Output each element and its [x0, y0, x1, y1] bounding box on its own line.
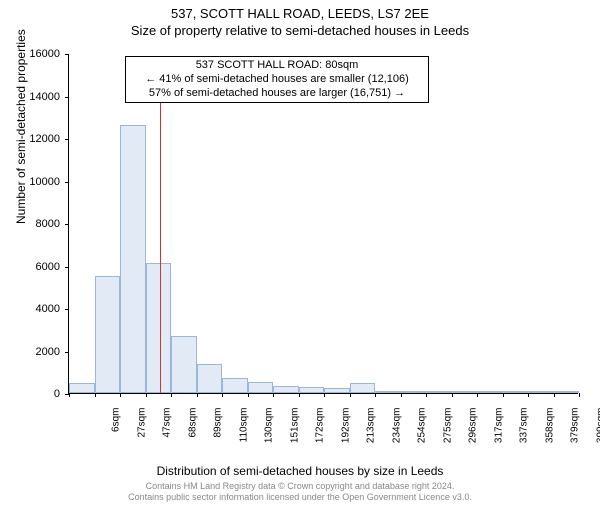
x-tick-mark: [95, 393, 96, 397]
x-axis-label: Distribution of semi-detached houses by …: [0, 464, 600, 478]
histogram-bar: [350, 383, 376, 393]
x-tick-mark: [350, 393, 351, 397]
x-tick-mark: [375, 393, 376, 397]
histogram-bar: [324, 388, 350, 393]
y-tick-mark: [65, 97, 69, 98]
reference-line: [160, 91, 161, 393]
x-tick-mark: [452, 393, 453, 397]
x-tick-mark: [426, 393, 427, 397]
histogram-bar: [554, 391, 580, 393]
y-tick-mark: [65, 224, 69, 225]
histogram-bar: [222, 378, 248, 393]
x-tick-label: 254sqm: [417, 408, 428, 458]
footer-line-2: Contains public sector information licen…: [0, 492, 600, 503]
chart-area: [68, 54, 578, 414]
y-tick-mark: [65, 54, 69, 55]
callout-line-1: 537 SCOTT HALL ROAD: 80sqm: [132, 59, 422, 73]
histogram-bar: [120, 125, 146, 393]
x-tick-mark: [579, 393, 580, 397]
y-tick-label: 6000: [0, 261, 60, 273]
x-tick-label: 337sqm: [519, 408, 530, 458]
y-tick-mark: [65, 352, 69, 353]
y-tick-mark: [65, 309, 69, 310]
x-tick-label: 317sqm: [493, 408, 504, 458]
callout-line-3: 57% of semi-detached houses are larger (…: [132, 87, 422, 101]
y-tick-mark: [65, 139, 69, 140]
y-tick-label: 16000: [0, 48, 60, 60]
histogram-bar: [426, 391, 452, 393]
x-tick-label: 130sqm: [264, 408, 275, 458]
x-tick-label: 213sqm: [366, 408, 377, 458]
y-tick-mark: [65, 267, 69, 268]
x-tick-label: 399sqm: [595, 408, 600, 458]
histogram-bar: [171, 336, 197, 393]
histogram-bar: [248, 382, 274, 393]
x-tick-label: 6sqm: [111, 408, 122, 458]
x-tick-mark: [120, 393, 121, 397]
y-tick-label: 8000: [0, 218, 60, 230]
y-tick-label: 2000: [0, 346, 60, 358]
x-tick-label: 47sqm: [162, 408, 173, 458]
x-tick-mark: [528, 393, 529, 397]
x-tick-mark: [554, 393, 555, 397]
histogram-bar: [477, 391, 503, 393]
x-tick-label: 379sqm: [570, 408, 581, 458]
histogram-bar: [452, 391, 478, 393]
x-tick-label: 358sqm: [544, 408, 555, 458]
callout-box: 537 SCOTT HALL ROAD: 80sqm← 41% of semi-…: [125, 56, 429, 103]
x-tick-label: 172sqm: [315, 408, 326, 458]
page-subtitle: Size of property relative to semi-detach…: [0, 23, 600, 38]
callout-line-2: ← 41% of semi-detached houses are smalle…: [132, 73, 422, 87]
histogram-bar: [528, 391, 554, 393]
histogram-bar: [299, 387, 325, 393]
histogram-bar: [146, 263, 172, 393]
y-tick-mark: [65, 182, 69, 183]
page-title: 537, SCOTT HALL ROAD, LEEDS, LS7 2EE: [0, 6, 600, 21]
x-tick-label: 27sqm: [136, 408, 147, 458]
histogram-bar: [273, 386, 299, 393]
x-tick-mark: [146, 393, 147, 397]
y-tick-label: 12000: [0, 133, 60, 145]
histogram-bar: [95, 276, 121, 393]
x-tick-mark: [401, 393, 402, 397]
y-tick-label: 10000: [0, 176, 60, 188]
plot-region: [68, 54, 578, 394]
x-tick-mark: [197, 393, 198, 397]
histogram-bar: [197, 364, 223, 393]
x-tick-label: 296sqm: [468, 408, 479, 458]
x-tick-mark: [273, 393, 274, 397]
x-tick-mark: [69, 393, 70, 397]
x-tick-mark: [222, 393, 223, 397]
x-tick-label: 234sqm: [391, 408, 402, 458]
y-tick-label: 14000: [0, 91, 60, 103]
footer-line-1: Contains HM Land Registry data © Crown c…: [0, 481, 600, 492]
y-tick-label: 4000: [0, 303, 60, 315]
x-tick-label: 151sqm: [289, 408, 300, 458]
x-tick-label: 275sqm: [442, 408, 453, 458]
x-tick-label: 89sqm: [213, 408, 224, 458]
x-tick-mark: [477, 393, 478, 397]
x-tick-mark: [324, 393, 325, 397]
x-tick-mark: [248, 393, 249, 397]
x-tick-mark: [171, 393, 172, 397]
histogram-bar: [503, 391, 529, 393]
x-tick-mark: [299, 393, 300, 397]
histogram-bar: [69, 383, 95, 393]
histogram-bar: [375, 391, 401, 393]
x-tick-label: 110sqm: [238, 408, 249, 458]
x-tick-mark: [503, 393, 504, 397]
y-tick-label: 0: [0, 388, 60, 400]
histogram-bar: [401, 391, 427, 393]
x-tick-label: 192sqm: [340, 408, 351, 458]
x-tick-label: 68sqm: [187, 408, 198, 458]
